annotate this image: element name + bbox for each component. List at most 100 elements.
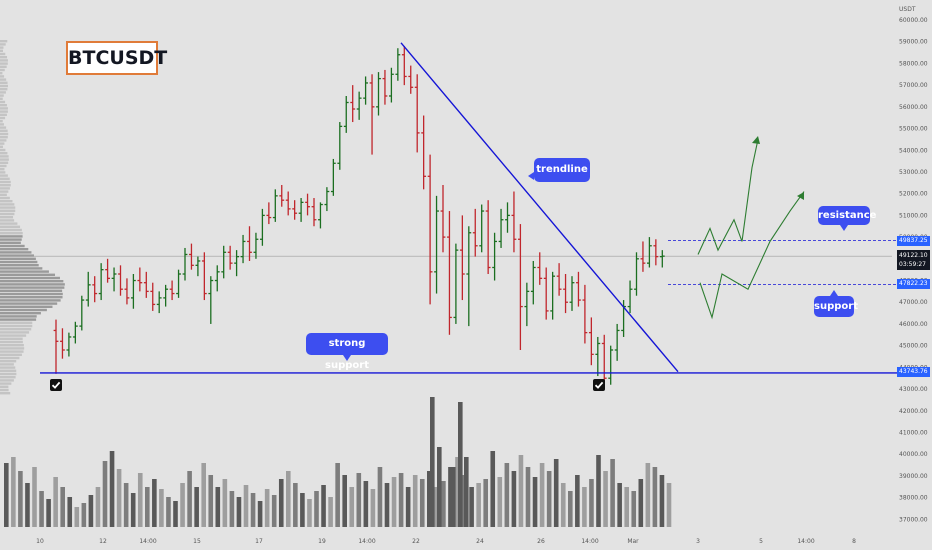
volume-profile-bar [0, 232, 23, 235]
volume-bar [617, 483, 622, 527]
current-price-tag: 49122.10 03:59:27 [897, 250, 930, 270]
volume-profile-bar [0, 392, 11, 395]
volume-profile-bar [0, 235, 23, 238]
support-label: support [814, 301, 858, 312]
volume-profile-bar [0, 321, 33, 324]
volume-bar [236, 497, 242, 527]
volume-profile-bar [0, 136, 8, 139]
volume-bar [187, 471, 192, 527]
volume-profile-bar [0, 219, 15, 222]
candle [150, 282, 156, 311]
volume-bar [4, 463, 9, 527]
volume-bar [603, 471, 608, 527]
volume-bar [464, 457, 469, 527]
candle [156, 291, 162, 314]
volume-profile-bar [0, 315, 37, 318]
volume-profile-bar [0, 196, 10, 200]
time-tick: 17 [255, 538, 263, 545]
candle [453, 243, 459, 324]
time-tick: Mar [627, 538, 639, 545]
strong-support-price-tag: 43743.76 [897, 367, 930, 377]
volume-bar [145, 487, 150, 527]
volume-bar [257, 501, 263, 527]
candle [272, 189, 278, 222]
candle [601, 334, 607, 387]
candle [434, 195, 439, 294]
volume-profile-bar [0, 152, 8, 155]
price-tick: 45000.00 [899, 343, 928, 350]
candle [440, 184, 446, 253]
volume-bar [638, 479, 644, 527]
price-tick: 53000.00 [899, 169, 928, 176]
projection-arrowhead [752, 136, 760, 144]
time-tick: 8 [852, 538, 856, 545]
volume-profile-bar [0, 62, 8, 65]
volume-profile-bar [0, 107, 8, 110]
volume-bar [582, 487, 587, 527]
volume-bar [610, 459, 615, 527]
volume-bar [335, 463, 340, 527]
candle [653, 239, 659, 266]
price-tick: 52000.00 [899, 191, 928, 198]
candle [79, 295, 85, 331]
time-tick: 14:00 [139, 538, 156, 545]
volume-profile-bar [0, 260, 38, 264]
volume-profile-bar [0, 308, 47, 312]
volume-bar [60, 487, 65, 527]
volume-bar [286, 471, 291, 527]
volume-bar [490, 451, 496, 527]
volume-profile-bar [0, 78, 7, 81]
volume-profile-bar [0, 376, 16, 379]
volume-profile-bar [0, 56, 8, 59]
volume-profile-bar [0, 40, 8, 43]
candle [221, 245, 227, 279]
strong-support-callout-tail [343, 355, 351, 361]
price-tick: 39000.00 [899, 473, 928, 480]
candle [169, 280, 175, 301]
volume-profile-bar [0, 174, 8, 177]
volume-profile-bar [0, 206, 16, 209]
volume-profile-bar [0, 212, 15, 216]
volume-bar [194, 487, 199, 527]
candle [253, 232, 259, 259]
candle [595, 336, 601, 377]
volume-bar [476, 483, 481, 527]
volume-profile-bar [0, 148, 6, 152]
volume-bar [81, 503, 87, 527]
time-tick: 14:00 [797, 538, 814, 545]
volume-profile-bar [0, 81, 8, 84]
volume-profile-bar [0, 276, 60, 280]
candle [492, 232, 497, 281]
resistance-callout-tail [840, 225, 848, 231]
volume-profile-bar [0, 142, 5, 145]
volume-bar [173, 501, 178, 527]
volume-bar [278, 479, 284, 527]
volume-bar [32, 467, 37, 527]
volume-bar [391, 477, 397, 527]
candle [511, 191, 517, 253]
volume-bar [321, 485, 326, 527]
volume-profile-bar [0, 363, 14, 366]
volume-bar [427, 471, 432, 527]
time-tick: 14:00 [581, 538, 598, 545]
candle [356, 91, 362, 120]
volume-bar [356, 473, 362, 527]
volume-profile-bar [0, 49, 3, 52]
trendline-callout: trendline [528, 158, 590, 182]
volume-profile-bar [0, 241, 21, 244]
candle-countdown: 03:59:27 [899, 261, 926, 268]
volume-profile-bar [0, 369, 17, 372]
volume-profile-bar [0, 296, 63, 299]
price-tick: 60000.00 [899, 17, 928, 24]
volume-bar [631, 491, 637, 527]
price-tick: 59000.00 [899, 39, 928, 46]
volume-bar [307, 499, 312, 527]
candle [614, 323, 620, 361]
candle [318, 202, 323, 229]
volume-bar [441, 481, 446, 527]
volume-bar [293, 483, 298, 527]
volume-bar [46, 499, 51, 527]
volume-profile-bar [0, 216, 14, 219]
